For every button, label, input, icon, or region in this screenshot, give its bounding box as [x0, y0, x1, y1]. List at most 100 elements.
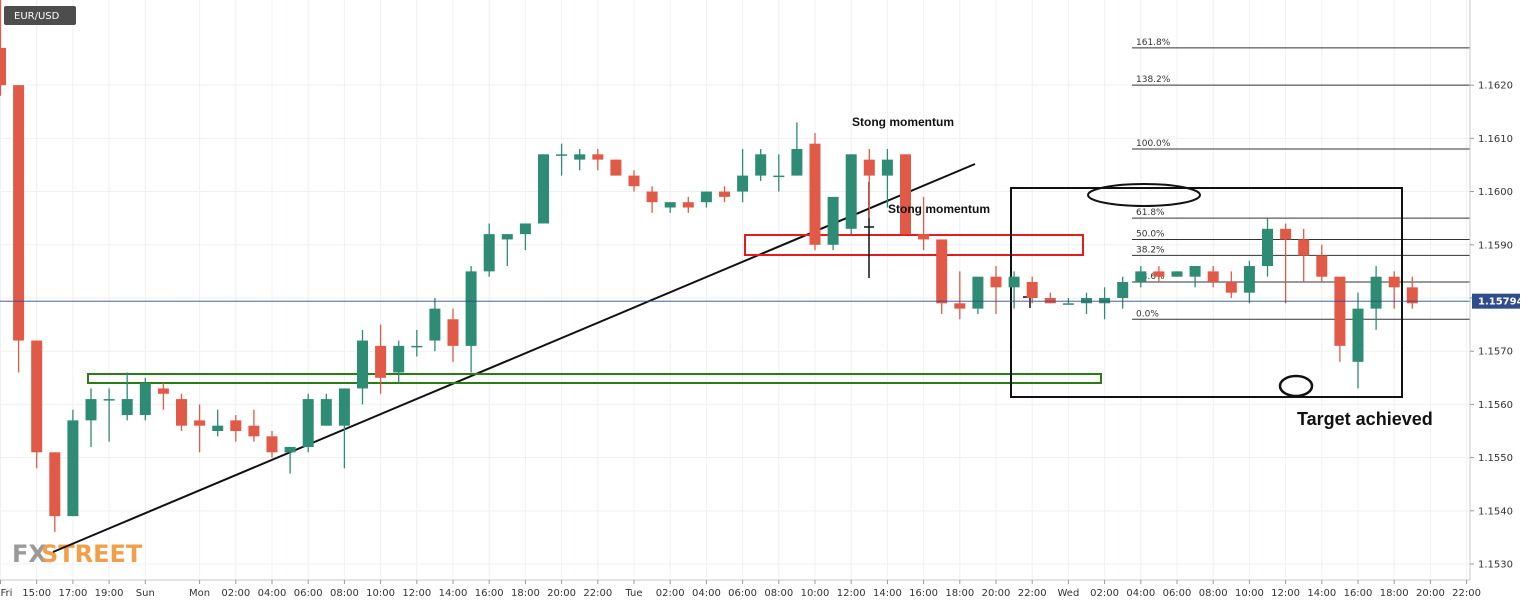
x-tick-label: 04:00 [1126, 588, 1155, 599]
symbol-label: EUR/USD [14, 11, 60, 22]
candle-body-bull [827, 196, 839, 245]
candle-body-bull [1262, 228, 1273, 267]
x-tick-label: Sun [136, 588, 155, 599]
candle-body-bull [574, 154, 586, 160]
fib-level-label: 0.0% [1136, 309, 1159, 319]
candle-body-bear [447, 319, 459, 346]
y-tick-label: 1.1610 [1478, 134, 1513, 145]
candle-body-bear [610, 159, 622, 176]
x-tick-label: 10:00 [801, 588, 830, 599]
candle-body-bear [266, 436, 278, 453]
fib-level-label: 61.8% [1136, 208, 1165, 218]
candle-body-bull [67, 420, 79, 517]
x-tick-label: 16:00 [909, 588, 938, 599]
candle-body-bear [918, 234, 930, 240]
candle-body-bear [248, 425, 260, 437]
candle-body-bull [1171, 271, 1183, 277]
x-tick-label: 10:00 [1235, 588, 1264, 599]
candle-body-bear [719, 191, 730, 197]
current-price-value: 1.15794 [1478, 297, 1524, 308]
candle-body-bull [411, 345, 423, 348]
candle-body-bull [338, 388, 350, 426]
x-tick-label: Mon [189, 588, 210, 599]
candle-body-bull [284, 446, 296, 453]
candle-body-bear [1298, 239, 1310, 256]
x-tick-label: 15:00 [22, 588, 51, 599]
candle-body-bull [881, 159, 893, 176]
candle-body-bear [900, 154, 911, 235]
candle-body-bull [845, 154, 857, 229]
fib-level-label: 161.8% [1136, 38, 1171, 48]
analysis-box [1010, 187, 1403, 398]
candle-body-bear [954, 303, 966, 309]
candle-body-bear [809, 143, 821, 245]
candle-body-bull [501, 234, 513, 240]
y-tick-label: 1.1600 [1478, 187, 1513, 198]
logo-street: STREET [41, 540, 143, 568]
target-ellipse [1278, 374, 1314, 398]
candle-body-bear [194, 420, 206, 426]
annotation-momentum-2: Stong momentum [888, 202, 990, 216]
y-tick-label: 1.1570 [1478, 347, 1513, 358]
y-tick-label: 1.1550 [1478, 453, 1513, 464]
candle-body-bull [972, 276, 984, 309]
y-tick-label: 1.1560 [1478, 400, 1513, 411]
x-tick-label: 02:00 [656, 588, 685, 599]
candle-body-bull [1370, 276, 1382, 309]
time-axis[interactable]: Fri 15:00 17:00 19:00 Sun Mon 02:00 04:00 06:00 0… [0, 580, 1482, 599]
candle-body-bear [1316, 255, 1328, 277]
x-tick-label: 18:00 [945, 588, 974, 599]
grid-lines [0, 0, 1470, 580]
x-tick-label: 04:00 [258, 588, 287, 599]
candle-body-bear [13, 85, 25, 341]
x-tick-label: 22:00 [1452, 588, 1481, 599]
candle-body-bull [737, 175, 749, 192]
x-tick-label: 22:00 [583, 588, 612, 599]
candle-body-bear [1406, 287, 1418, 304]
fib-level-label: 38.2% [1136, 245, 1165, 255]
x-tick-label: 20:00 [982, 588, 1011, 599]
x-tick-label: 06:00 [294, 588, 323, 599]
x-tick-label: 08:00 [764, 588, 793, 599]
candle-body-bull [393, 345, 405, 373]
candle-body-bull [212, 425, 224, 432]
candle-body-bear [1044, 297, 1056, 304]
annotation-target: Target achieved [1297, 409, 1433, 429]
candle-body-bull [121, 399, 133, 416]
symbol-badge[interactable]: EUR/USD [4, 6, 76, 25]
logo-fx: FX [12, 540, 47, 568]
x-tick-label: 14:00 [873, 588, 902, 599]
y-tick-label: 1.1590 [1478, 240, 1513, 251]
x-tick-label: 14:00 [1307, 588, 1336, 599]
candle-body-bear [1280, 228, 1292, 240]
candle-body-bull [103, 399, 115, 401]
candle-body-bear [592, 154, 604, 160]
candles [0, 0, 1418, 533]
candle-body-bear [49, 452, 61, 517]
fib-level-label: 50.0% [1136, 229, 1165, 239]
candle-body-bull [1062, 303, 1074, 305]
candle-body-bull [791, 148, 803, 176]
candle-body-bear [1207, 271, 1219, 283]
fib-level-label: 100.0% [1136, 139, 1171, 149]
candle-body-bull [483, 234, 495, 272]
candle-body-bear [230, 420, 242, 432]
candle-body-bear [31, 340, 43, 453]
candle-body-bull [1008, 276, 1020, 288]
x-tick-label: 08:00 [1199, 588, 1228, 599]
x-tick-label: 12:00 [1271, 588, 1300, 599]
candle-body-bear [157, 388, 169, 394]
symbol-badge-bg [4, 6, 76, 25]
x-tick-label: 02:00 [1090, 588, 1119, 599]
candle-body-bull [556, 154, 568, 156]
candle-body-bull [320, 399, 332, 426]
x-tick-label: 12:00 [402, 588, 431, 599]
x-tick-label: 04:00 [692, 588, 721, 599]
candle-body-bull [538, 154, 549, 224]
candle-body-bear [176, 399, 187, 426]
candle-body-bull [85, 399, 97, 421]
candle-body-bear [990, 276, 1002, 288]
candle-body-bear [1225, 282, 1237, 293]
